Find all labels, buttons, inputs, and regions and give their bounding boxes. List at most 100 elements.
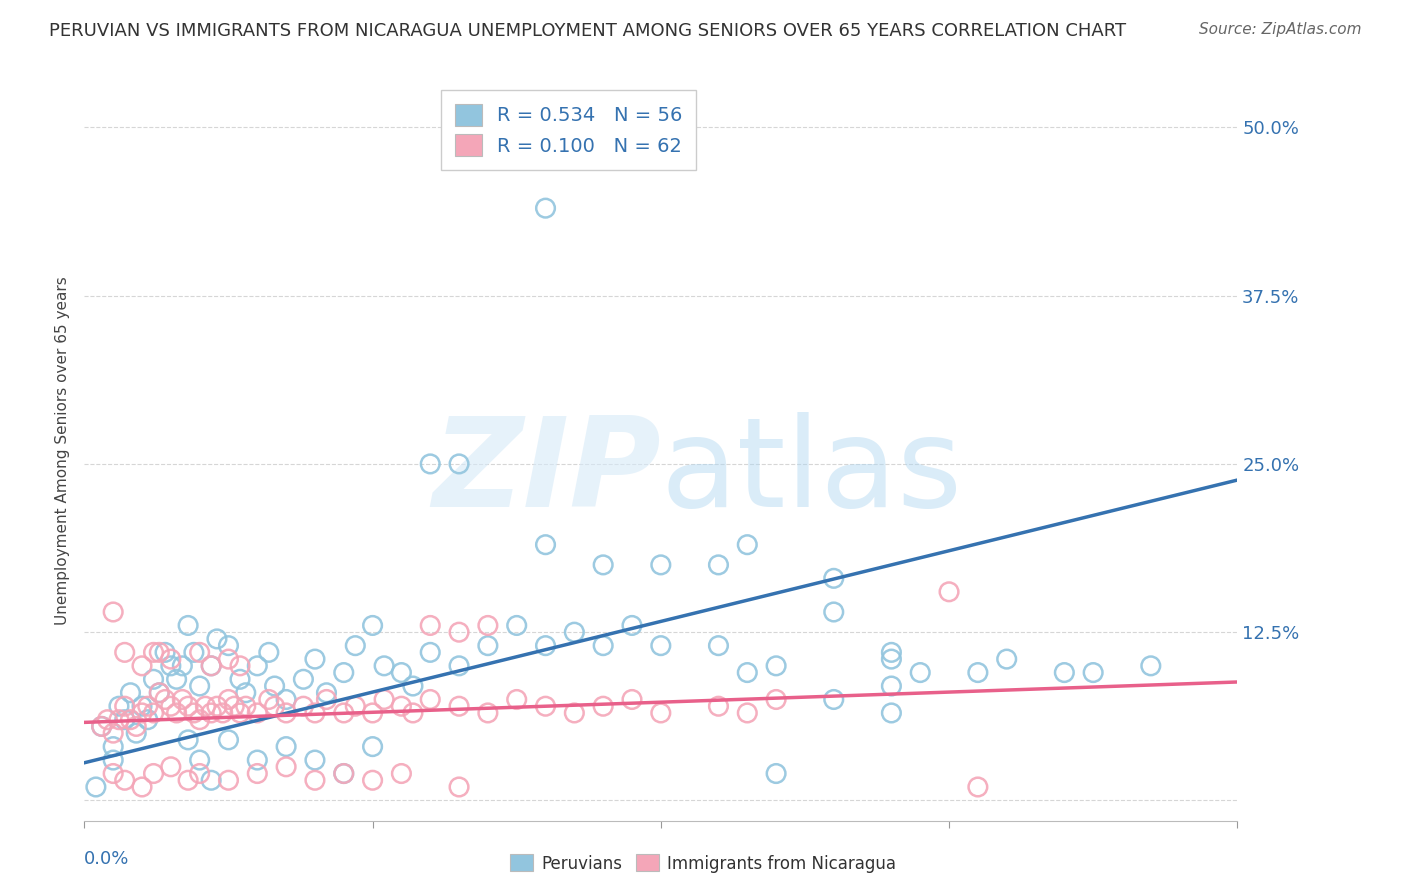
Point xyxy=(315,692,337,706)
Point xyxy=(108,713,131,727)
Point xyxy=(1083,665,1105,680)
Point xyxy=(534,201,557,215)
Point xyxy=(292,699,315,714)
Point xyxy=(449,699,471,714)
Point xyxy=(177,618,200,632)
Point xyxy=(103,605,124,619)
Point xyxy=(183,706,205,720)
Point xyxy=(823,605,845,619)
Point xyxy=(373,692,395,706)
Point xyxy=(304,706,326,720)
Point xyxy=(218,773,240,788)
Point xyxy=(136,713,159,727)
Point xyxy=(402,679,425,693)
Point xyxy=(477,618,499,632)
Point xyxy=(333,706,356,720)
Point xyxy=(967,780,990,794)
Point xyxy=(235,699,257,714)
Text: ZIP: ZIP xyxy=(432,412,661,533)
Point xyxy=(263,679,285,693)
Point xyxy=(391,665,413,680)
Point xyxy=(188,753,211,767)
Point xyxy=(90,719,112,733)
Point xyxy=(361,739,384,754)
Point xyxy=(166,706,188,720)
Text: atlas: atlas xyxy=(661,412,963,533)
Point xyxy=(419,692,441,706)
Point xyxy=(172,692,194,706)
Point xyxy=(131,706,153,720)
Point xyxy=(449,625,471,640)
Point xyxy=(765,766,787,780)
Point xyxy=(534,538,557,552)
Point xyxy=(534,639,557,653)
Point xyxy=(205,699,228,714)
Point xyxy=(534,699,557,714)
Point xyxy=(257,692,280,706)
Point xyxy=(276,739,298,754)
Point xyxy=(96,713,118,727)
Point xyxy=(246,766,269,780)
Point xyxy=(177,699,200,714)
Point xyxy=(419,457,441,471)
Point xyxy=(153,645,176,659)
Y-axis label: Unemployment Among Seniors over 65 years: Unemployment Among Seniors over 65 years xyxy=(55,277,70,624)
Point xyxy=(564,625,586,640)
Point xyxy=(344,699,367,714)
Point xyxy=(910,665,932,680)
Point xyxy=(205,632,228,646)
Point xyxy=(142,706,165,720)
Point xyxy=(449,780,471,794)
Point xyxy=(506,692,529,706)
Point xyxy=(183,645,205,659)
Point xyxy=(200,706,222,720)
Point xyxy=(419,618,441,632)
Point xyxy=(391,699,413,714)
Point xyxy=(131,658,153,673)
Point xyxy=(333,665,356,680)
Point xyxy=(153,692,176,706)
Point xyxy=(650,558,672,572)
Point xyxy=(103,753,124,767)
Point xyxy=(276,706,298,720)
Point xyxy=(200,773,222,788)
Point xyxy=(246,706,269,720)
Point xyxy=(229,658,252,673)
Point xyxy=(246,753,269,767)
Point xyxy=(276,692,298,706)
Point xyxy=(361,773,384,788)
Point xyxy=(114,645,136,659)
Point xyxy=(84,780,107,794)
Point xyxy=(160,699,183,714)
Point xyxy=(402,706,425,720)
Point xyxy=(148,645,170,659)
Point xyxy=(1140,658,1163,673)
Point xyxy=(967,665,990,680)
Point xyxy=(103,739,124,754)
Point xyxy=(361,706,384,720)
Point xyxy=(707,699,730,714)
Point xyxy=(304,773,326,788)
Point xyxy=(125,726,148,740)
Point xyxy=(477,706,499,720)
Point xyxy=(880,645,903,659)
Point xyxy=(344,639,367,653)
Point xyxy=(373,658,395,673)
Point xyxy=(235,686,257,700)
Point xyxy=(304,652,326,666)
Point xyxy=(188,713,211,727)
Point xyxy=(707,639,730,653)
Point xyxy=(592,558,614,572)
Point xyxy=(229,673,252,687)
Point xyxy=(194,699,217,714)
Point xyxy=(333,766,356,780)
Point xyxy=(177,773,200,788)
Point xyxy=(200,658,222,673)
Legend: R = 0.534   N = 56, R = 0.100   N = 62: R = 0.534 N = 56, R = 0.100 N = 62 xyxy=(441,90,696,169)
Point xyxy=(880,679,903,693)
Point xyxy=(765,692,787,706)
Point xyxy=(166,673,188,687)
Point xyxy=(136,699,159,714)
Point xyxy=(592,699,614,714)
Legend: Peruvians, Immigrants from Nicaragua: Peruvians, Immigrants from Nicaragua xyxy=(503,847,903,880)
